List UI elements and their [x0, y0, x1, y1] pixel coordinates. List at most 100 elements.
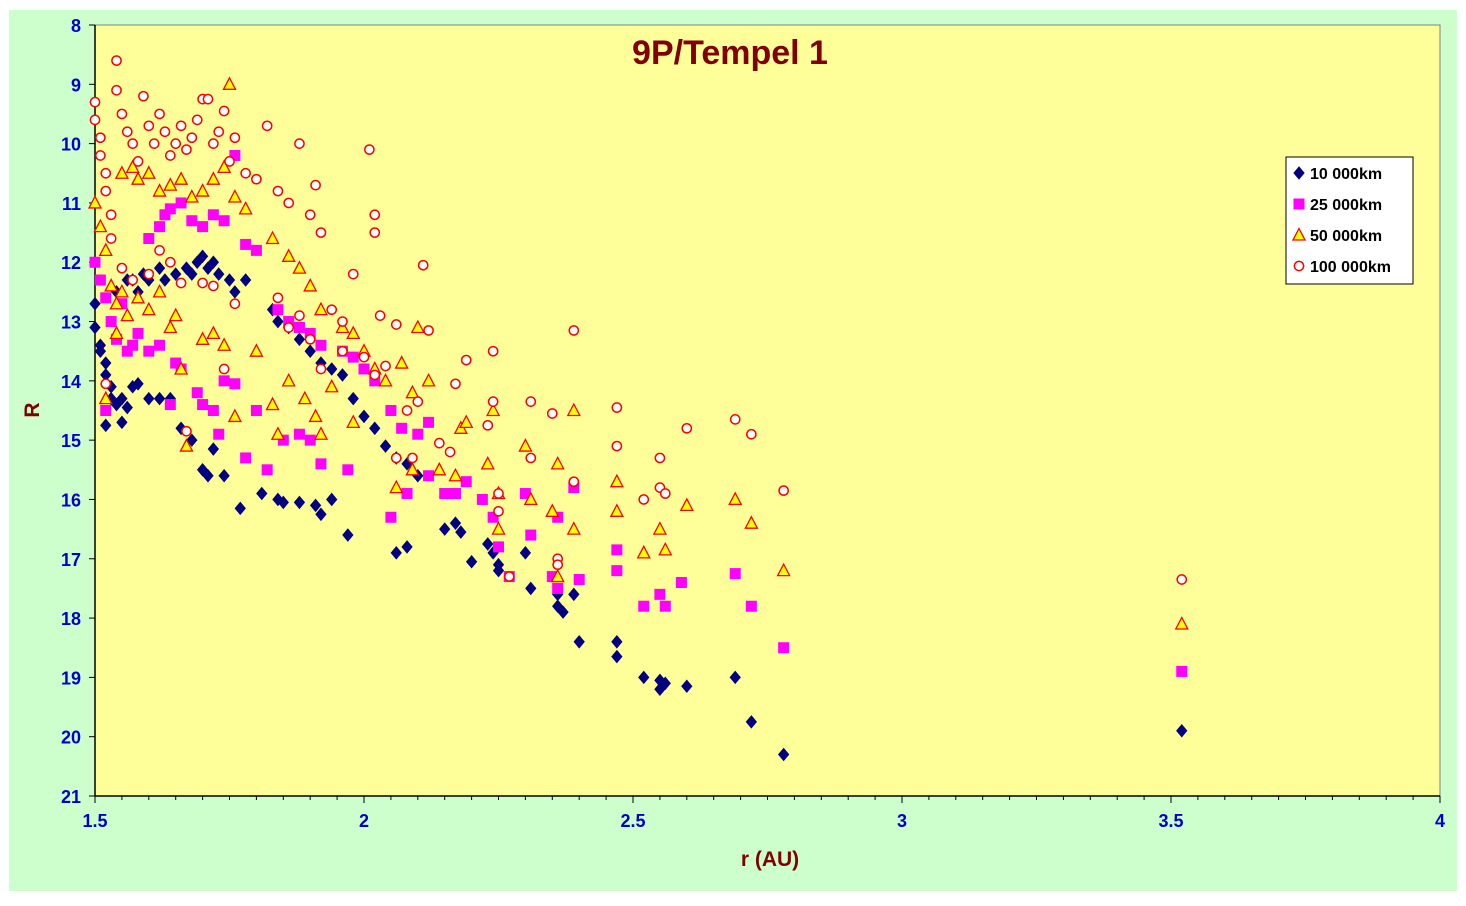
data-point [121, 400, 133, 415]
x-tick-label: 2 [359, 811, 369, 831]
data-point [283, 197, 295, 209]
data-point [261, 464, 273, 476]
data-point [460, 354, 472, 366]
data-point [337, 345, 348, 357]
data-point [778, 642, 790, 654]
data-point [315, 363, 327, 375]
data-point [100, 405, 112, 416]
data-point [292, 260, 307, 274]
data-point [304, 327, 316, 339]
data-point [207, 405, 219, 416]
data-point [272, 185, 284, 197]
data-point [229, 132, 241, 144]
data-point [379, 439, 392, 453]
data-point [482, 419, 494, 431]
data-point [776, 562, 791, 577]
data-point [249, 343, 264, 357]
data-point [217, 159, 232, 173]
data-point [573, 574, 585, 586]
data-point [407, 452, 418, 464]
x-tick-label: 1.5 [82, 811, 107, 831]
data-point [164, 150, 176, 161]
data-point [218, 363, 230, 375]
data-point [184, 189, 199, 203]
data-point [401, 488, 413, 500]
data-point [163, 177, 178, 191]
data-point [114, 283, 129, 298]
data-point [396, 422, 408, 434]
data-point [89, 320, 101, 335]
data-point [168, 307, 183, 322]
data-point [358, 351, 370, 363]
legend-box [1285, 156, 1414, 285]
data-point [369, 375, 381, 387]
data-point [346, 325, 361, 340]
data-point [390, 452, 402, 464]
data-point [261, 120, 273, 132]
data-point [98, 242, 113, 257]
data-point [439, 488, 451, 500]
data-point [218, 105, 230, 117]
data-point [611, 402, 623, 413]
y-tick-label: 17 [61, 550, 81, 570]
data-point [326, 492, 338, 507]
data-point [546, 571, 558, 583]
data-point [240, 238, 252, 250]
data-point [229, 298, 241, 310]
data-point [545, 503, 560, 517]
data-point [206, 171, 221, 185]
legend-label: 25 000km [1310, 197, 1382, 214]
data-point [186, 433, 198, 447]
data-point [449, 516, 462, 530]
data-point [315, 507, 327, 522]
data-point [493, 541, 504, 553]
data-point [98, 390, 113, 405]
data-point [234, 501, 246, 516]
data-point [154, 245, 165, 256]
data-point [153, 261, 166, 275]
data-point [385, 405, 397, 416]
data-point [109, 295, 124, 310]
y-tick-label: 18 [61, 609, 81, 629]
data-point [568, 482, 580, 494]
y-tick-label: 9 [71, 75, 81, 95]
data-point [181, 425, 192, 437]
data-point [337, 316, 348, 327]
data-point [304, 209, 316, 221]
data-point [127, 138, 139, 149]
plot-area [94, 24, 1441, 797]
data-point [389, 479, 404, 494]
data-point [729, 414, 741, 425]
data-point [100, 418, 112, 433]
data-point [390, 546, 402, 560]
data-point [217, 337, 232, 351]
data-point [557, 605, 569, 619]
data-point [412, 396, 424, 407]
legend-marker [1293, 166, 1305, 180]
data-point [191, 387, 203, 399]
data-point [566, 402, 581, 417]
data-point [777, 747, 790, 762]
data-point [518, 438, 533, 452]
data-point [546, 408, 558, 419]
legend-label: 50 000km [1310, 228, 1382, 245]
data-point [89, 296, 101, 311]
y-tick-label: 11 [62, 194, 81, 214]
data-point [611, 440, 623, 452]
data-point [611, 565, 623, 577]
data-point [250, 405, 262, 416]
data-point [450, 378, 461, 390]
data-point [487, 396, 499, 407]
data-point [486, 402, 501, 417]
data-point [1176, 574, 1188, 585]
data-point [141, 301, 156, 316]
data-point [159, 209, 171, 221]
data-point [105, 209, 117, 221]
legend-label: 100 000km [1310, 259, 1391, 276]
data-point [121, 345, 133, 357]
data-point [206, 325, 221, 340]
data-point [89, 256, 101, 268]
data-point [153, 391, 166, 406]
data-point [448, 467, 463, 482]
